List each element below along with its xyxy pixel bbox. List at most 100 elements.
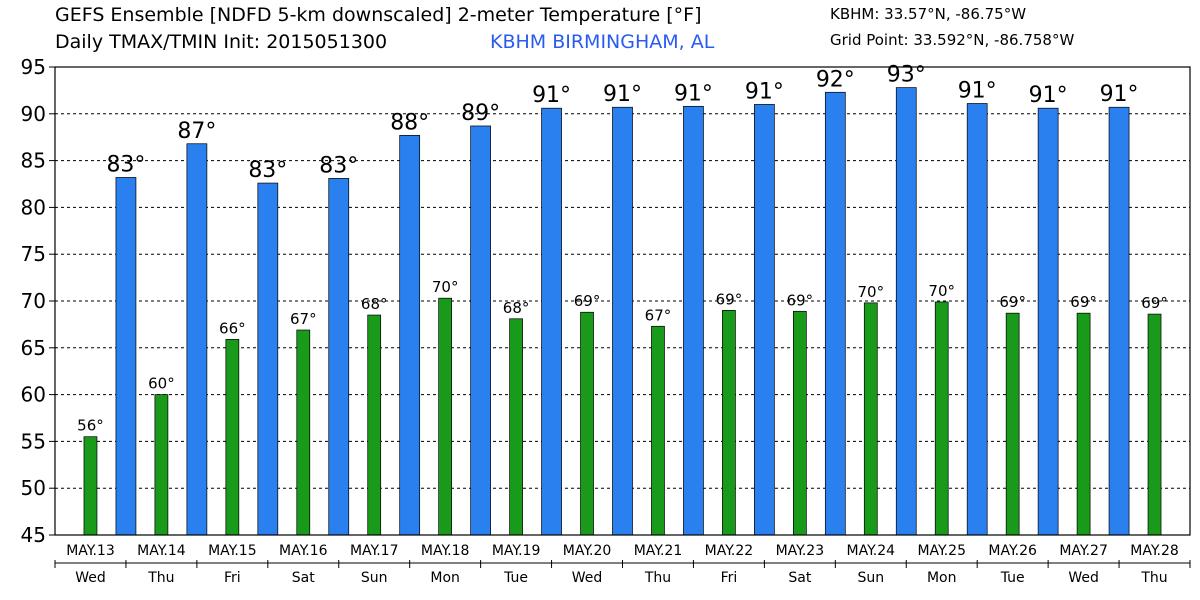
date-label: MAY.21 — [634, 543, 683, 559]
weekday-label: Sat — [292, 570, 315, 586]
tmin-label: 69° — [1141, 294, 1168, 312]
tmin-bar — [580, 311, 594, 536]
tmax-bar — [115, 177, 137, 536]
tmin-bar — [509, 318, 523, 536]
weekday-label: Fri — [224, 570, 241, 586]
chart-title: GEFS Ensemble [NDFD 5-km downscaled] 2-m… — [55, 4, 702, 26]
tmin-bar — [438, 297, 453, 536]
weekday-label: Thu — [1140, 570, 1167, 586]
tmin-bar — [154, 394, 169, 536]
weekday-label: Fri — [721, 570, 738, 586]
tmax-label: 83° — [248, 158, 287, 183]
tmax-bar — [470, 125, 491, 536]
tmax-label: 91° — [603, 82, 642, 107]
weekday-label: Mon — [430, 570, 460, 586]
weekday-label: Tue — [1000, 570, 1025, 586]
tmax-label: 91° — [1100, 82, 1139, 107]
y-tick-label: 60 — [21, 383, 46, 407]
tmin-bar — [863, 302, 878, 536]
tmax-bar — [257, 182, 279, 536]
tmax-bar — [754, 104, 775, 536]
tmax-bar — [1037, 107, 1059, 536]
y-tick-label: 75 — [21, 242, 46, 266]
tmax-bar — [541, 107, 562, 536]
tmin-label: 70° — [928, 282, 955, 300]
tmin-bar — [225, 339, 240, 536]
tmax-bar — [328, 178, 350, 536]
tmin-bar — [1147, 313, 1162, 536]
weekday-label: Wed — [572, 570, 603, 586]
tmin-label: 67° — [290, 310, 317, 328]
tmax-label: 89° — [461, 101, 500, 126]
tmax-label: 91° — [1029, 83, 1068, 108]
tmin-bar — [83, 436, 98, 536]
tmax-label: 91° — [958, 79, 997, 104]
y-tick-label: 80 — [21, 195, 46, 219]
tmax-label: 88° — [390, 110, 429, 135]
tmax-label: 93° — [887, 63, 926, 88]
date-label: MAY.15 — [208, 543, 257, 559]
tmin-bar — [367, 314, 382, 536]
tmin-label: 69° — [574, 292, 601, 310]
tmin-bar — [1076, 312, 1091, 536]
date-label: MAY.20 — [563, 543, 612, 559]
tmin-label: 67° — [645, 306, 672, 324]
tmax-bar — [1108, 106, 1130, 536]
date-label: MAY.23 — [776, 543, 825, 559]
tmin-label: 68° — [503, 299, 530, 317]
weekday-label: Sun — [361, 570, 388, 586]
tmin-label: 69° — [716, 290, 743, 308]
y-tick-label: 65 — [21, 336, 46, 360]
date-label: MAY.25 — [917, 543, 966, 559]
tmax-label: 91° — [745, 79, 784, 104]
tmax-label: 83° — [106, 152, 145, 177]
tmin-bar — [651, 325, 665, 536]
grid-point-coordinates: Grid Point: 33.592°N, -86.758°W — [830, 31, 1075, 49]
date-label: MAY.14 — [137, 543, 186, 559]
y-tick-label: 95 — [21, 55, 46, 79]
date-label: MAY.13 — [66, 543, 115, 559]
weekday-label: Mon — [927, 570, 957, 586]
tmin-label: 69° — [787, 291, 814, 309]
plot-frame — [54, 66, 1191, 536]
date-label: MAY.19 — [492, 543, 541, 559]
weekday-label: Sat — [788, 570, 811, 586]
tmin-label: 70° — [857, 283, 884, 301]
tmax-label: 91° — [674, 81, 713, 106]
weekday-label: Wed — [1068, 570, 1099, 586]
date-label: MAY.17 — [350, 543, 399, 559]
tmax-bar — [824, 91, 846, 536]
y-tick-label: 90 — [21, 102, 46, 126]
weekday-label: Tue — [503, 570, 528, 586]
tmax-bar — [895, 87, 917, 536]
date-label: MAY.28 — [1130, 543, 1179, 559]
tmax-label: 83° — [319, 153, 358, 178]
weekday-label: Wed — [75, 570, 106, 586]
tmin-label: 69° — [999, 293, 1026, 311]
weekday-label: Sun — [857, 570, 884, 586]
tmin-label: 66° — [219, 319, 246, 337]
date-label: MAY.24 — [847, 543, 896, 559]
date-label: MAY.16 — [279, 543, 328, 559]
tmin-bar — [1005, 312, 1020, 536]
y-tick-label: 70 — [21, 289, 46, 313]
tmin-bar — [296, 329, 311, 536]
weekday-label: Thu — [644, 570, 671, 586]
tmin-bar — [722, 310, 736, 536]
location-label: KBHM BIRMINGHAM, AL — [490, 31, 715, 53]
date-label: MAY.27 — [1059, 543, 1108, 559]
station-coordinates: KBHM: 33.57°N, -86.75°W — [830, 5, 1027, 23]
tmax-bar — [186, 143, 208, 536]
tmin-label: 68° — [361, 295, 388, 313]
y-tick-label: 55 — [21, 429, 46, 453]
tmax-bar — [612, 106, 633, 536]
tmax-label: 92° — [816, 67, 855, 92]
weekday-label: Thu — [147, 570, 174, 586]
y-tick-label: 85 — [21, 149, 46, 173]
tmin-bar — [792, 310, 807, 536]
tmin-bar — [934, 301, 949, 536]
tmin-label: 56° — [77, 417, 104, 435]
chart-subtitle: Daily TMAX/TMIN Init: 2015051300 — [55, 31, 388, 53]
tmin-label: 70° — [432, 278, 459, 296]
y-tick-label: 50 — [21, 476, 46, 500]
